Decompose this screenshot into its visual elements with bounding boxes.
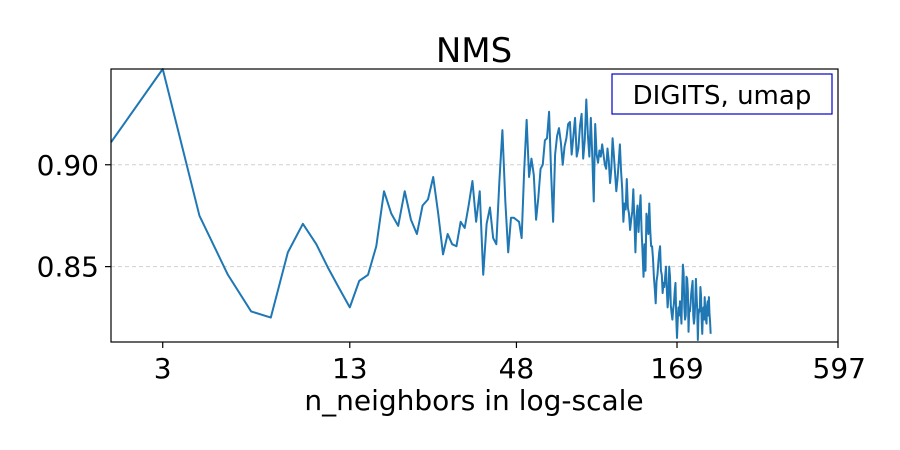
x-tick-label: 169 xyxy=(650,352,703,385)
plot-frame xyxy=(110,68,839,343)
x-tick-label: 3 xyxy=(154,352,172,385)
x-tick-label: 597 xyxy=(813,352,866,385)
legend-label: DIGITS, umap xyxy=(633,81,812,111)
series-layer xyxy=(110,68,712,341)
x-axis-title: n_neighbors in log-scale xyxy=(304,384,643,417)
x-tick-label: 13 xyxy=(332,352,368,385)
chart-title: NMS xyxy=(436,31,512,71)
legend-box: DIGITS, umap xyxy=(611,73,833,115)
series-line xyxy=(110,68,712,341)
y-tick-label: 0.85 xyxy=(37,251,99,284)
x-axis: 3 13 48 169 597 xyxy=(154,342,866,385)
grid-layer xyxy=(111,164,838,268)
legend-frame xyxy=(611,73,833,115)
y-axis: 0.85 0.90 xyxy=(37,149,111,284)
x-tick-label: 48 xyxy=(499,352,535,385)
y-tick-label: 0.90 xyxy=(37,149,99,182)
